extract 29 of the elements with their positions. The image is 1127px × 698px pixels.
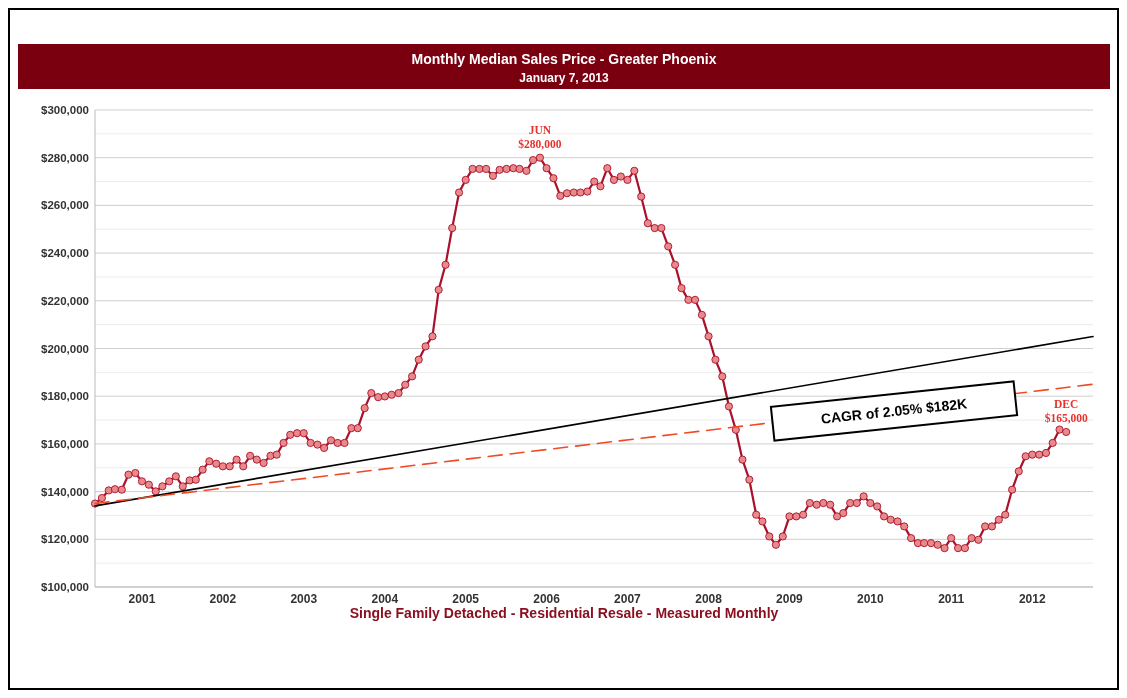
y-tick-label: $180,000 xyxy=(41,390,89,403)
y-tick-label: $120,000 xyxy=(41,533,89,546)
x-tick-label: 2003 xyxy=(290,592,318,606)
x-tick-label: 2009 xyxy=(776,592,804,606)
x-tick-label: 2010 xyxy=(856,592,884,606)
x-tick-label: 2012 xyxy=(1018,592,1046,606)
y-tick-label: $300,000 xyxy=(41,104,89,116)
x-tick-label: 2004 xyxy=(371,592,399,606)
x-tick-label: 2001 xyxy=(128,592,156,606)
x-tick-label: 2005 xyxy=(452,592,480,606)
x-tick-label: 2007 xyxy=(614,592,642,606)
y-tick-label: $160,000 xyxy=(41,437,89,450)
y-tick-label: $100,000 xyxy=(41,581,89,593)
y-tick-label: $280,000 xyxy=(41,151,89,164)
x-tick-label: 2008 xyxy=(695,592,723,606)
chart-subtitle: January 7, 2013 xyxy=(519,71,610,85)
annotation: CAGR of 2.05% $182K xyxy=(820,395,968,427)
y-tick-label: $200,000 xyxy=(41,342,89,355)
y-tick-label: $260,000 xyxy=(41,199,89,212)
chart-title: Monthly Median Sales Price - Greater Phoenix xyxy=(411,51,717,67)
y-tick-label: $220,000 xyxy=(41,294,89,307)
x-tick-label: 2011 xyxy=(938,592,965,606)
annotation: JUN $280,000 xyxy=(518,123,562,150)
y-tick-label: $140,000 xyxy=(41,485,89,498)
x-tick-label: 2002 xyxy=(209,592,237,606)
annotation: DEC $165,000 xyxy=(1044,397,1088,424)
y-tick-label: $240,000 xyxy=(41,247,89,260)
x-tick-label: 2006 xyxy=(533,592,561,606)
x-axis-title: Single Family Detached - Residential Resale - Measured Monthly xyxy=(349,605,779,621)
